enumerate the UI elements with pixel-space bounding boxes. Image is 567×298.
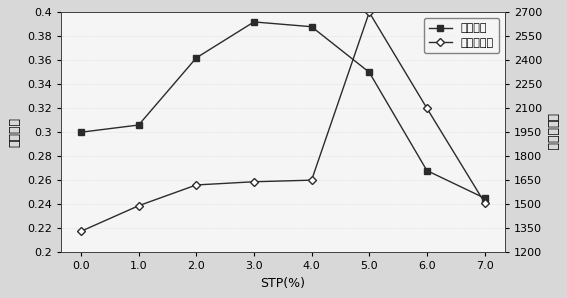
乳化活性 — [251, 20, 257, 24]
乳化活性 — [308, 25, 315, 29]
Line: 乳化稳定性: 乳化稳定性 — [78, 10, 487, 234]
乳化活性 — [78, 131, 84, 134]
Y-axis label: 乳化稳定性: 乳化稳定性 — [545, 114, 558, 151]
乳化活性 — [424, 169, 430, 172]
乳化稳定性 — [481, 201, 488, 204]
乳化稳定性 — [193, 183, 200, 187]
乳化稳定性 — [308, 179, 315, 182]
乳化活性 — [193, 56, 200, 60]
Legend: 乳化活性, 乳化稳定性: 乳化活性, 乳化稳定性 — [424, 18, 499, 53]
乳化稳定性 — [78, 229, 84, 233]
Line: 乳化活性: 乳化活性 — [78, 19, 487, 201]
乳化活性 — [366, 71, 373, 74]
乳化活性 — [481, 196, 488, 200]
乳化稳定性 — [366, 10, 373, 14]
乳化稳定性 — [424, 106, 430, 110]
乳化活性 — [135, 123, 142, 127]
乳化稳定性 — [251, 180, 257, 184]
Y-axis label: 乳化活性: 乳化活性 — [9, 117, 22, 147]
X-axis label: STP(%): STP(%) — [260, 277, 305, 290]
乳化稳定性 — [135, 204, 142, 207]
